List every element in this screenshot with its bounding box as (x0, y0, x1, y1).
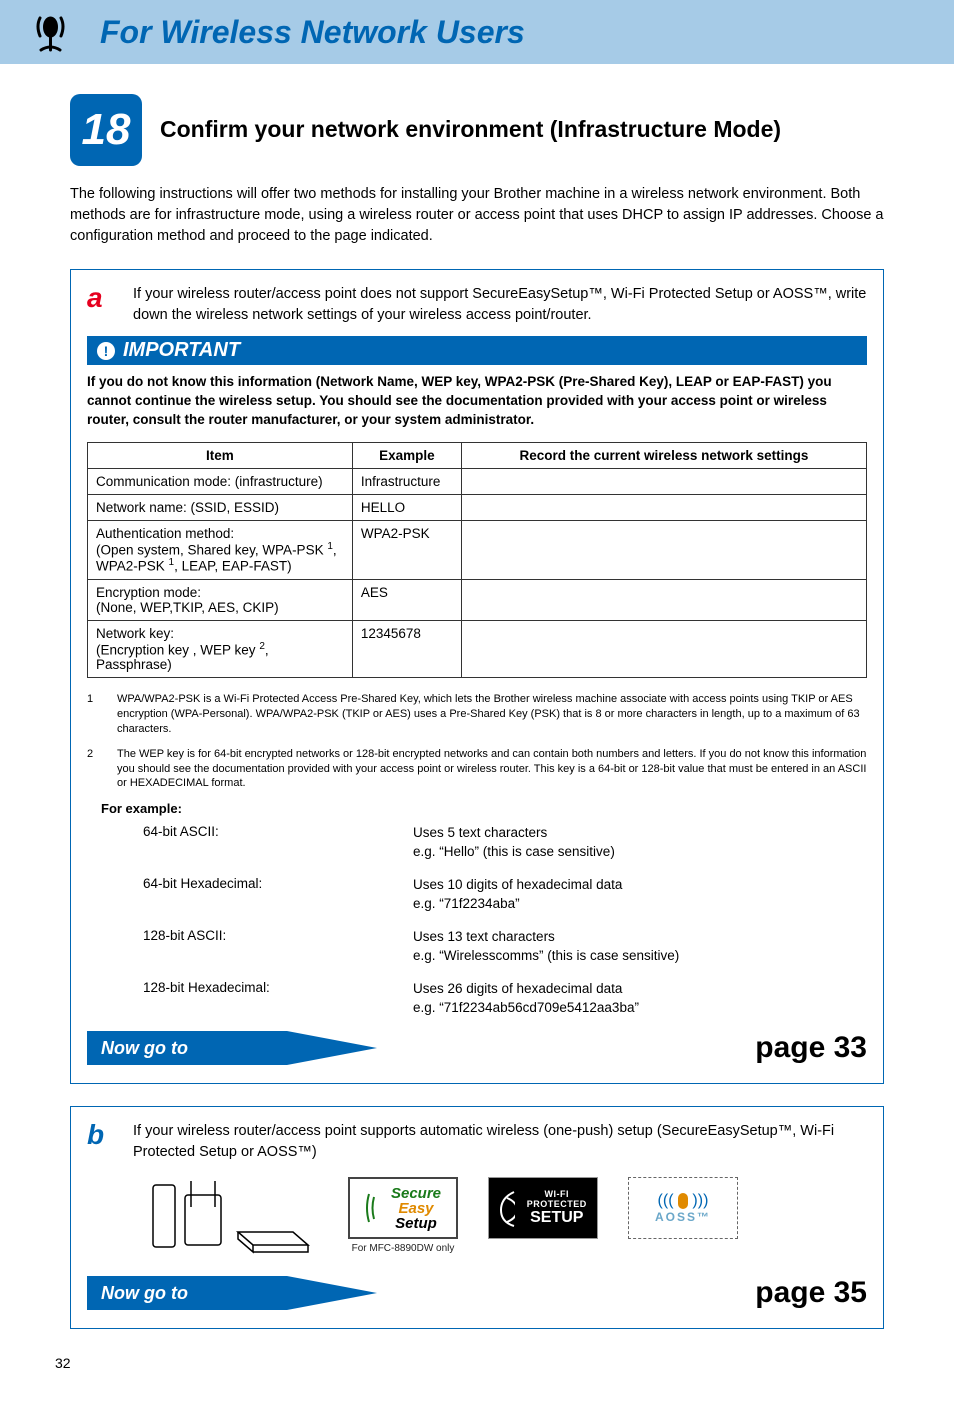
wps-top: WI-FI PROTECTED (521, 1189, 593, 1209)
ses-line2: Easy (391, 1201, 441, 1216)
step-row: 18 Confirm your network environment (Inf… (70, 94, 884, 166)
now-go-chip-b: Now go to (87, 1276, 287, 1310)
aoss-label: AOSS™ (655, 1210, 711, 1224)
router-illustration (143, 1177, 318, 1262)
option-b-letter: b (87, 1121, 111, 1149)
option-a-text: If your wireless router/access point doe… (133, 284, 867, 326)
logos-row: Secure Easy Setup For MFC-8890DW only (143, 1177, 867, 1262)
page-number: 32 (55, 1355, 954, 1371)
table-header: Example (352, 442, 461, 468)
header-bar: For Wireless Network Users (0, 0, 954, 64)
option-a-letter: a (87, 284, 111, 312)
now-go-row-b: Now go to page 35 (87, 1276, 867, 1310)
footnotes: 1WPA/WPA2-PSK is a Wi-Fi Protected Acces… (87, 692, 867, 791)
wps-logo: WI-FI PROTECTED SETUP (488, 1177, 598, 1239)
footnote: 2The WEP key is for 64-bit encrypted net… (87, 747, 867, 792)
alert-icon: ! (97, 342, 115, 360)
aoss-logo: ((( ))) AOSS™ (628, 1177, 738, 1239)
wps-bot: SETUP (521, 1209, 593, 1227)
ses-logo: Secure Easy Setup For MFC-8890DW only (348, 1177, 458, 1254)
option-a-box: a If your wireless router/access point d… (70, 269, 884, 1084)
table-header: Record the current wireless network sett… (461, 442, 866, 468)
for-example-label: For example: (101, 801, 867, 816)
example-grid: 64-bit ASCII:Uses 5 text characterse.g. … (143, 824, 867, 1017)
option-b-box: b If your wireless router/access point s… (70, 1106, 884, 1329)
table-header: Item (88, 442, 353, 468)
example-row: 64-bit ASCII:Uses 5 text characterse.g. … (143, 824, 867, 862)
header-title: For Wireless Network Users (100, 14, 525, 51)
important-label: IMPORTANT (123, 339, 240, 362)
ses-line3: Setup (391, 1216, 441, 1231)
page-ref-a: page 33 (755, 1031, 867, 1065)
important-text: If you do not know this information (Net… (87, 373, 867, 430)
table-row: Encryption mode:(None, WEP,TKIP, AES, CK… (88, 579, 867, 620)
page-ref-b: page 35 (755, 1276, 867, 1310)
table-row: Authentication method:(Open system, Shar… (88, 520, 867, 579)
now-go-chip: Now go to (87, 1031, 287, 1065)
option-b-text: If your wireless router/access point sup… (133, 1121, 867, 1163)
table-row: Network name: (SSID, ESSID)HELLO (88, 494, 867, 520)
wifi-icon (20, 7, 80, 57)
ses-caption: For MFC-8890DW only (348, 1243, 458, 1254)
important-bar: ! IMPORTANT (87, 336, 867, 365)
table-row: Communication mode: (infrastructure)Infr… (88, 468, 867, 494)
now-go-row-a: Now go to page 33 (87, 1031, 867, 1065)
example-row: 128-bit ASCII:Uses 13 text characterse.g… (143, 928, 867, 966)
step-title: Confirm your network environment (Infras… (160, 116, 781, 143)
step-number-badge: 18 (70, 94, 142, 166)
settings-table: ItemExampleRecord the current wireless n… (87, 442, 867, 679)
example-row: 64-bit Hexadecimal:Uses 10 digits of hex… (143, 876, 867, 914)
example-row: 128-bit Hexadecimal:Uses 26 digits of he… (143, 980, 867, 1018)
footnote: 1WPA/WPA2-PSK is a Wi-Fi Protected Acces… (87, 692, 867, 737)
table-row: Network key:(Encryption key , WEP key 2,… (88, 620, 867, 678)
intro-text: The following instructions will offer tw… (70, 184, 884, 247)
ses-line1: Secure (391, 1186, 441, 1201)
